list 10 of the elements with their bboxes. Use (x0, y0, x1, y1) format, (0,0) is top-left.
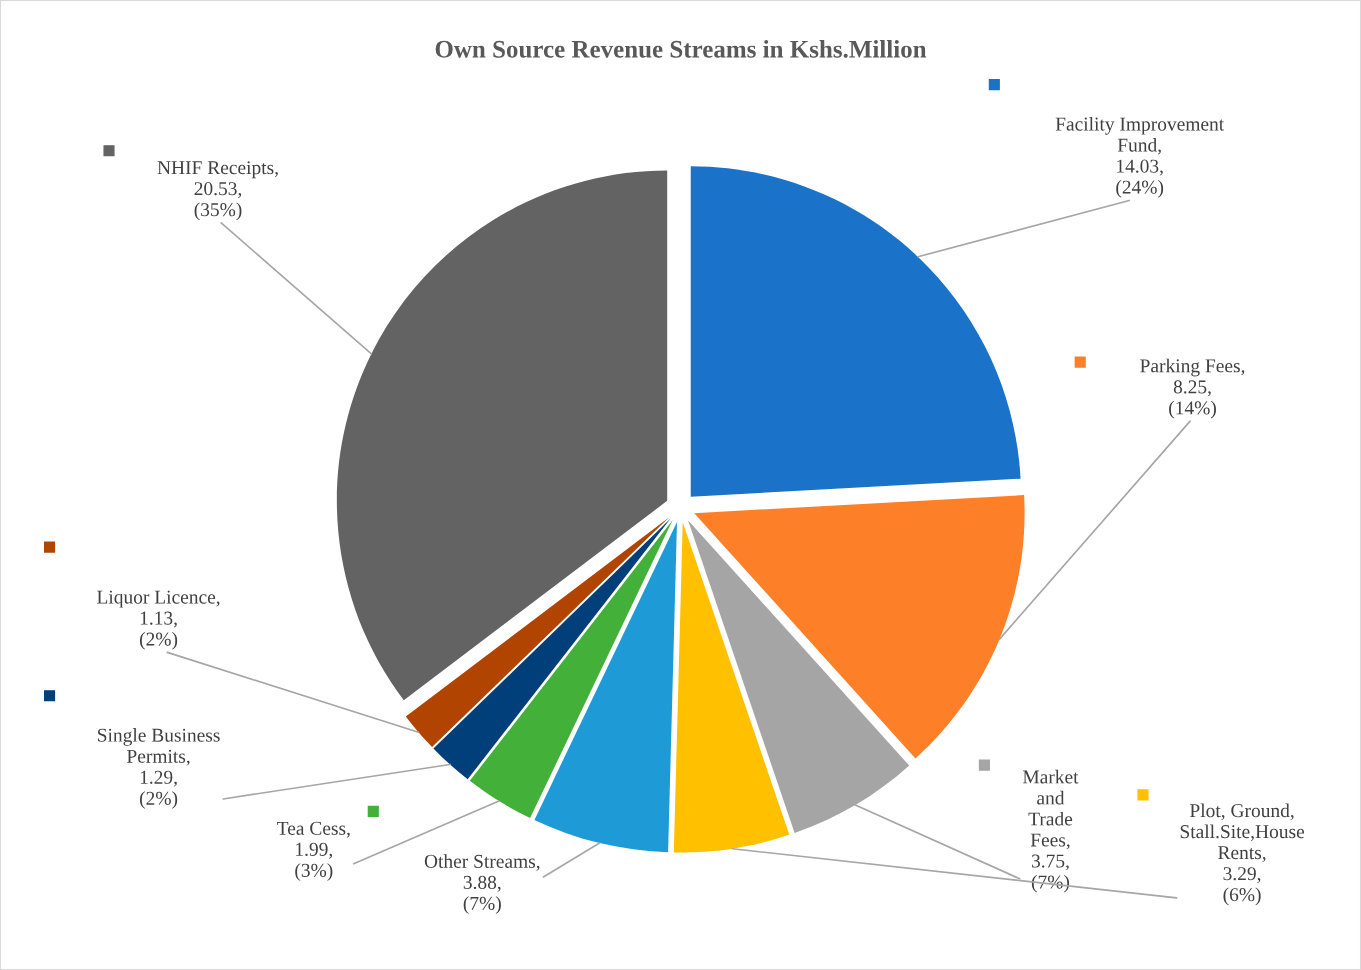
slice-label: Parking Fees, 8.25, (14%) (1140, 358, 1245, 419)
slice-label: Market and Trade Fees, 3.75, (7%) (1022, 769, 1079, 893)
slice-label: NHIF Receipts, 20.53, (35%) (157, 161, 278, 221)
slice-label: Tea Cess, 1.99, (3%) (277, 821, 350, 881)
slice-label: Other Streams, 3.88, (7%) (424, 854, 540, 914)
slice-label: Facility Improvement Fund, 14.03, (24%) (1055, 116, 1225, 198)
slice-label: Liquor Licence, 1.13, (2%) (97, 590, 220, 650)
slice-label: Single Business Permits, 1.29, (2%) (98, 728, 220, 809)
slice-label: Plot, Ground, Stall.Site,House Rents, 3.29, (6%) (1180, 803, 1305, 906)
chart-title: Own Source Revenue Streams in Kshs.Million (435, 40, 927, 58)
